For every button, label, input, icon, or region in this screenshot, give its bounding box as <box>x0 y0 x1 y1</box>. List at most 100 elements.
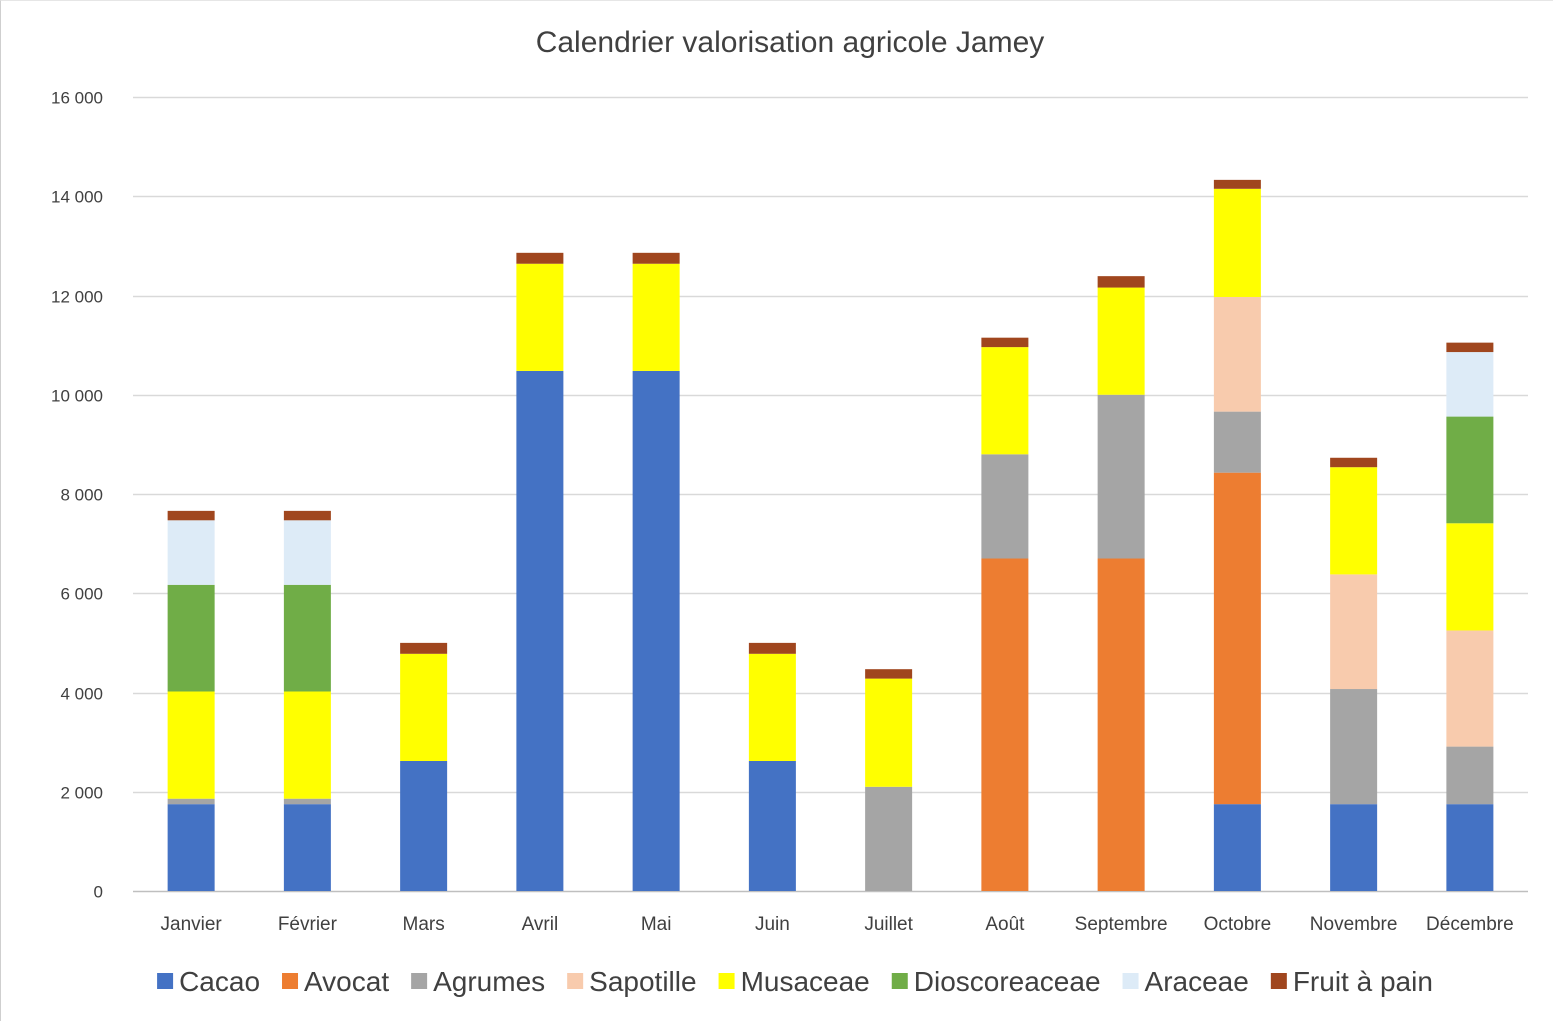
legend-swatch <box>282 973 299 989</box>
bar-segment <box>1446 416 1494 524</box>
x-tick-label: Avril <box>522 914 559 935</box>
bar-segment <box>1446 523 1494 631</box>
legend-label: Fruit à pain <box>1293 966 1433 997</box>
bar-segment <box>981 558 1029 891</box>
bar-segment <box>1446 342 1494 353</box>
bar-segment <box>283 510 331 521</box>
bar-segment <box>516 263 564 371</box>
bar-segment <box>167 798 215 805</box>
x-tick-label: Octobre <box>1204 914 1272 935</box>
bar-segment <box>167 510 215 521</box>
bar-segment <box>632 370 680 891</box>
y-tick-label: 16 000 <box>51 89 103 108</box>
bar-segment <box>283 584 331 692</box>
chart-title: Calendrier valorisation agricole Jamey <box>536 26 1045 59</box>
y-tick-label: 2 000 <box>60 784 103 803</box>
y-tick-label: 0 <box>94 883 103 902</box>
legend-swatch <box>411 973 428 989</box>
legend-item: Araceae <box>1122 966 1249 997</box>
legend-label: Agrumes <box>433 966 545 997</box>
legend-swatch <box>157 973 174 989</box>
bar-segment <box>1330 457 1378 468</box>
bar-segment <box>748 653 796 761</box>
bar-segment <box>516 252 564 264</box>
bar-segment <box>167 584 215 692</box>
bar-segment <box>1097 287 1145 395</box>
bar-segment <box>865 669 913 679</box>
x-tick-label: Mai <box>641 914 672 935</box>
bar-stack-4 <box>632 252 680 891</box>
legend-label: Cacao <box>179 966 260 997</box>
bar-segment <box>981 347 1029 455</box>
bar-segment <box>400 642 448 654</box>
legend-item: Sapotille <box>567 966 697 997</box>
gridlines <box>133 96 1528 893</box>
x-tick-label: Janvier <box>161 914 223 935</box>
bar-segment <box>1213 411 1261 473</box>
x-tick-label: Juillet <box>864 914 913 935</box>
bar-stack-1 <box>283 510 331 891</box>
legend-label: Musaceae <box>741 966 870 997</box>
legend: Cacao Avocat Agrumes Sapotille Musaceae Diosc… <box>157 966 1433 997</box>
bar-segment <box>167 520 215 585</box>
bar-segment <box>1213 179 1261 189</box>
legend-item: Agrumes <box>411 966 545 997</box>
bar-segment <box>1213 804 1261 891</box>
bar-segment <box>1330 467 1378 575</box>
bar-segment <box>400 760 448 891</box>
bar-segment <box>981 454 1029 559</box>
bar-stack-3 <box>516 252 564 891</box>
x-axis-ticks: Janvier Février Mars Avril Mai Juin Juillet Aoû… <box>161 914 1514 935</box>
bar-stack-0 <box>167 510 215 891</box>
legend-item: Avocat <box>282 966 389 997</box>
legend-swatch <box>718 973 735 989</box>
bar-segment <box>1330 574 1378 690</box>
y-tick-label: 6 000 <box>60 585 103 604</box>
legend-item: Dioscoreaceae <box>891 966 1101 997</box>
bar-segment <box>1446 804 1494 891</box>
bar-segment <box>1446 352 1494 417</box>
bar-segment <box>1097 394 1145 559</box>
bar-segment <box>1446 746 1494 805</box>
x-tick-label: Novembre <box>1310 914 1398 935</box>
bar-segment <box>1097 276 1145 288</box>
legend-item: Fruit à pain <box>1270 966 1433 997</box>
bar-segment <box>516 370 564 891</box>
x-tick-label: Juin <box>755 914 790 935</box>
bar-segment <box>981 337 1029 348</box>
x-tick-label: Février <box>278 914 338 935</box>
bar-segment <box>748 760 796 891</box>
bar-segment <box>632 252 680 264</box>
bar-segment <box>283 804 331 891</box>
bar-segment <box>167 804 215 891</box>
legend-label: Dioscoreaceae <box>914 966 1101 997</box>
bar-stack-11 <box>1446 342 1494 891</box>
bar-stack-6 <box>865 669 913 891</box>
bar-stack-5 <box>748 642 796 891</box>
legend-item: Cacao <box>157 966 260 997</box>
y-axis-ticks: 0 2 000 4 000 6 000 8 000 10 000 12 000 14 000 1… <box>51 89 103 902</box>
bar-stack-10 <box>1330 457 1378 891</box>
legend-label: Avocat <box>304 966 389 997</box>
bar-stack-2 <box>400 642 448 891</box>
bar-segment <box>283 798 331 805</box>
y-tick-label: 8 000 <box>60 486 103 505</box>
bar-segment <box>1330 689 1378 805</box>
legend-label: Araceae <box>1145 966 1249 997</box>
legend-label: Sapotille <box>589 966 696 997</box>
y-tick-label: 14 000 <box>51 188 103 207</box>
bar-segment <box>400 653 448 761</box>
x-tick-label: Août <box>985 914 1025 935</box>
bar-segment <box>1097 558 1145 891</box>
x-tick-label: Mars <box>403 914 445 935</box>
legend-swatch <box>567 973 584 989</box>
x-tick-label: Septembre <box>1075 914 1168 935</box>
legend-swatch <box>1122 973 1139 989</box>
legend-item: Musaceae <box>718 966 870 997</box>
bar-stack-9 <box>1213 179 1261 891</box>
bar-segment <box>1446 630 1494 747</box>
bar-segment <box>283 691 331 799</box>
bar-segment <box>1213 188 1261 297</box>
bar-segment <box>748 642 796 654</box>
